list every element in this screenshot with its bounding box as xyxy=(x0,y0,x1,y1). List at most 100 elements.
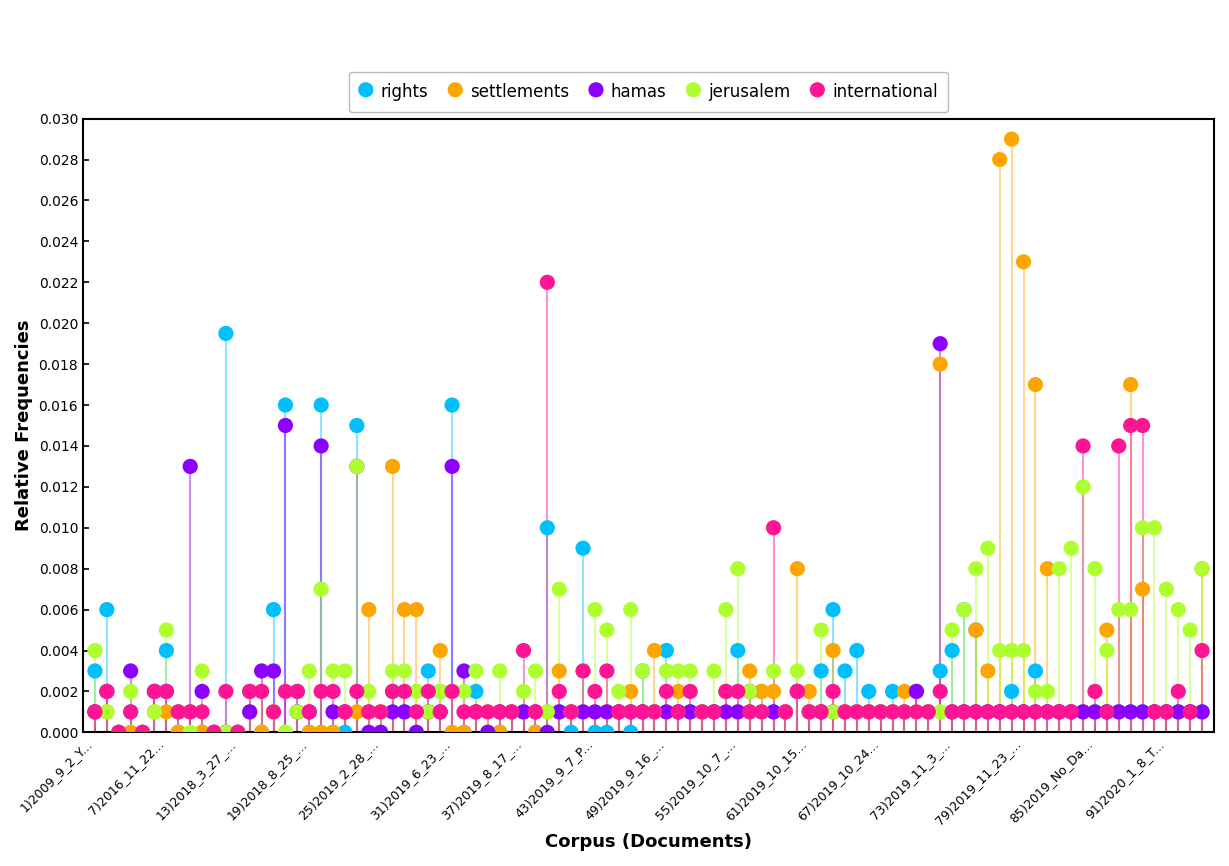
rights xyxy=(597,726,617,740)
rights xyxy=(371,726,391,740)
settlements xyxy=(989,152,1009,166)
rights xyxy=(120,705,140,719)
international xyxy=(501,705,521,719)
hamas xyxy=(717,705,736,719)
rights xyxy=(1144,705,1164,719)
jerusalem xyxy=(1037,684,1057,698)
hamas xyxy=(359,726,379,740)
international xyxy=(156,684,176,698)
rights xyxy=(585,726,605,740)
rights xyxy=(359,705,379,719)
hamas xyxy=(799,705,819,719)
rights xyxy=(455,726,474,740)
rights xyxy=(1169,705,1188,719)
jerusalem xyxy=(407,684,426,698)
settlements xyxy=(943,705,962,719)
international xyxy=(300,705,320,719)
settlements xyxy=(669,684,688,698)
international xyxy=(288,684,307,698)
international xyxy=(85,705,104,719)
jerusalem xyxy=(395,664,414,678)
international xyxy=(633,705,653,719)
settlements xyxy=(407,603,426,617)
rights xyxy=(895,705,914,719)
rights xyxy=(645,705,665,719)
rights xyxy=(621,726,640,740)
rights xyxy=(430,684,450,698)
jerusalem xyxy=(382,664,402,678)
international xyxy=(311,684,331,698)
hamas xyxy=(133,726,152,740)
hamas xyxy=(633,705,653,719)
hamas xyxy=(907,684,927,698)
rights xyxy=(501,705,521,719)
settlements xyxy=(430,643,450,657)
rights xyxy=(882,684,902,698)
jerusalem xyxy=(907,705,927,719)
hamas xyxy=(526,705,546,719)
hamas xyxy=(645,705,665,719)
settlements xyxy=(133,726,152,740)
jerusalem xyxy=(430,684,450,698)
international xyxy=(669,705,688,719)
hamas xyxy=(1014,705,1034,719)
jerusalem xyxy=(252,684,272,698)
hamas xyxy=(1156,705,1176,719)
settlements xyxy=(871,705,891,719)
rights xyxy=(669,705,688,719)
settlements xyxy=(336,705,355,719)
hamas xyxy=(478,726,498,740)
international xyxy=(97,684,117,698)
rights xyxy=(836,664,855,678)
jerusalem xyxy=(145,705,165,719)
settlements xyxy=(954,705,973,719)
jerusalem xyxy=(97,705,117,719)
international xyxy=(216,684,236,698)
international xyxy=(943,705,962,719)
hamas xyxy=(871,705,891,719)
rights xyxy=(1014,705,1034,719)
settlements xyxy=(382,460,402,474)
international xyxy=(573,664,592,678)
international xyxy=(847,705,866,719)
jerusalem xyxy=(763,664,783,678)
international xyxy=(1180,705,1200,719)
hamas xyxy=(192,684,211,698)
settlements xyxy=(526,726,546,740)
settlements xyxy=(1050,705,1069,719)
hamas xyxy=(1073,705,1093,719)
rights xyxy=(1109,705,1128,719)
settlements xyxy=(585,705,605,719)
settlements xyxy=(275,726,295,740)
jerusalem xyxy=(562,705,581,719)
settlements xyxy=(240,705,259,719)
settlements xyxy=(323,726,343,740)
X-axis label: Corpus (Documents): Corpus (Documents) xyxy=(544,833,752,851)
hamas xyxy=(669,705,688,719)
settlements xyxy=(823,643,843,657)
jerusalem xyxy=(740,684,760,698)
settlements xyxy=(752,684,772,698)
international xyxy=(656,684,676,698)
jerusalem xyxy=(728,562,747,576)
rights xyxy=(633,664,653,678)
settlements xyxy=(1144,705,1164,719)
rights xyxy=(252,726,272,740)
rights xyxy=(311,398,331,412)
rights xyxy=(907,684,927,698)
jerusalem xyxy=(192,664,211,678)
hamas xyxy=(1050,705,1069,719)
rights xyxy=(740,705,760,719)
settlements xyxy=(514,705,533,719)
hamas xyxy=(455,664,474,678)
Legend: rights, settlements, hamas, jerusalem, international: rights, settlements, hamas, jerusalem, i… xyxy=(349,72,948,112)
hamas xyxy=(681,705,701,719)
rights xyxy=(656,643,676,657)
settlements xyxy=(311,726,331,740)
international xyxy=(954,705,973,719)
international xyxy=(775,705,795,719)
international xyxy=(1144,705,1164,719)
settlements xyxy=(930,357,950,371)
settlements xyxy=(1109,705,1128,719)
international xyxy=(871,705,891,719)
